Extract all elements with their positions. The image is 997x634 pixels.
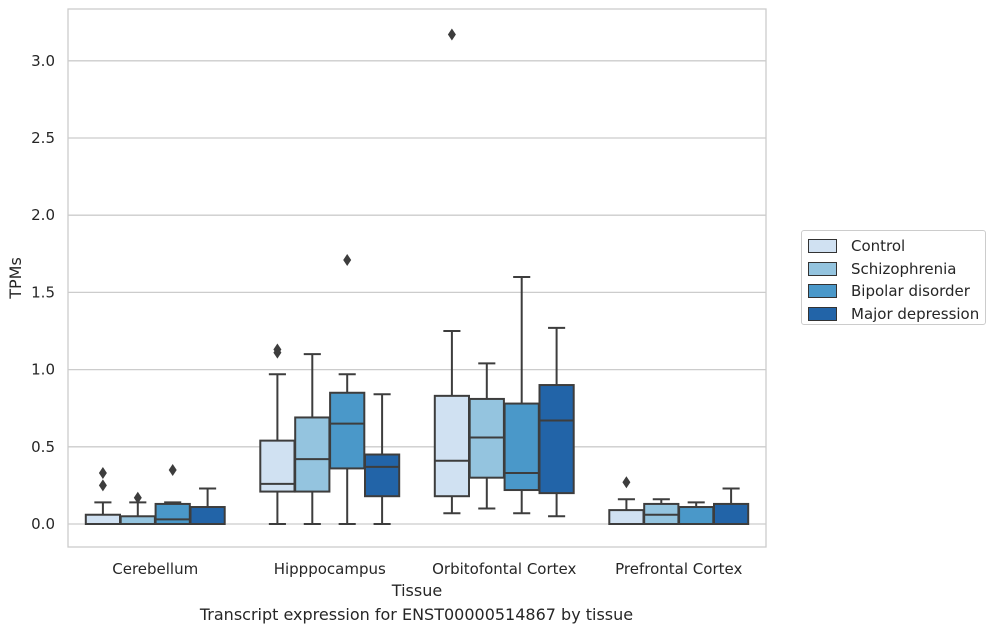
x-axis-label: Tissue xyxy=(391,581,442,600)
legend-item-control: Control xyxy=(808,235,979,258)
y-axis-label: TPMs xyxy=(6,257,25,300)
outlier-point xyxy=(447,28,456,41)
box-1-2 xyxy=(329,253,366,525)
box-body xyxy=(538,384,575,495)
chart-caption: Transcript expression for ENST0000051486… xyxy=(199,605,634,624)
y-tick-label: 3.0 xyxy=(31,52,55,70)
x-tick-label: Prefrontal Cortex xyxy=(615,560,742,578)
legend-label: Bipolar disorder xyxy=(851,282,970,301)
legend-item-schizophrenia: Schizophrenia xyxy=(808,258,979,281)
legend-item-bipolar-disorder: Bipolar disorder xyxy=(808,280,979,303)
y-tick-labels: 0.0 0.5 1.0 1.5 2.0 2.5 3.0 xyxy=(31,52,55,533)
x-tick-labels: Cerebellum Hipppocampus Orbitofontal Corte… xyxy=(112,560,742,578)
box-0-2 xyxy=(154,463,191,526)
box-body xyxy=(678,506,715,525)
box-1-0 xyxy=(259,343,296,525)
y-tick-label: 2.5 xyxy=(31,129,55,147)
box-0-3 xyxy=(189,487,226,525)
legend-swatch xyxy=(808,239,837,254)
box-0-0 xyxy=(84,467,122,526)
box-0-1 xyxy=(119,491,156,526)
x-tick-label: Cerebellum xyxy=(112,560,198,578)
outlier-point xyxy=(343,253,352,266)
x-tick-label: Orbitofontal Cortex xyxy=(432,560,576,578)
outlier-point xyxy=(98,467,107,480)
box-body xyxy=(189,506,226,525)
y-tick-label: 1.5 xyxy=(31,283,55,301)
box-body xyxy=(154,502,191,526)
box-body xyxy=(433,394,471,498)
box-3-0 xyxy=(608,476,645,526)
legend-label: Major depression xyxy=(851,304,980,323)
box-3-3 xyxy=(712,487,750,526)
outlier-point xyxy=(133,491,142,504)
y-tick-label: 0.5 xyxy=(31,438,55,456)
box-2-0 xyxy=(433,28,471,515)
legend-swatch xyxy=(808,261,837,276)
box-3-1 xyxy=(643,498,680,526)
x-tick-label: Hipppocampus xyxy=(274,560,386,578)
box-1-3 xyxy=(363,393,401,525)
outlier-point xyxy=(622,476,631,489)
legend: Control Schizophrenia Bipolar disorder M… xyxy=(801,230,986,325)
box-2-3 xyxy=(538,326,575,518)
outlier-point xyxy=(273,343,282,356)
box-body xyxy=(119,515,156,526)
boxes xyxy=(84,28,750,526)
box-body xyxy=(84,513,122,526)
legend-swatch xyxy=(808,284,837,299)
y-tick-label: 0.0 xyxy=(31,515,55,533)
legend-label: Control xyxy=(851,237,906,256)
outlier-point xyxy=(98,479,107,492)
legend-swatch xyxy=(808,306,837,321)
box-body xyxy=(363,453,401,498)
plot-area-frame xyxy=(67,8,767,548)
box-body xyxy=(503,402,540,492)
box-3-2 xyxy=(678,501,715,525)
outlier-point xyxy=(168,463,177,476)
box-body xyxy=(329,391,366,470)
y-tick-label: 2.0 xyxy=(31,206,55,224)
box-2-1 xyxy=(468,362,505,510)
box-body xyxy=(294,416,331,493)
legend-label: Schizophrenia xyxy=(851,259,957,278)
box-2-2 xyxy=(503,275,540,515)
box-1-1 xyxy=(294,353,331,525)
box-body xyxy=(608,509,645,526)
y-tick-label: 1.0 xyxy=(31,361,55,379)
box-body xyxy=(712,502,750,526)
legend-item-major-depression: Major depression xyxy=(808,303,979,326)
grid-lines xyxy=(68,60,766,525)
